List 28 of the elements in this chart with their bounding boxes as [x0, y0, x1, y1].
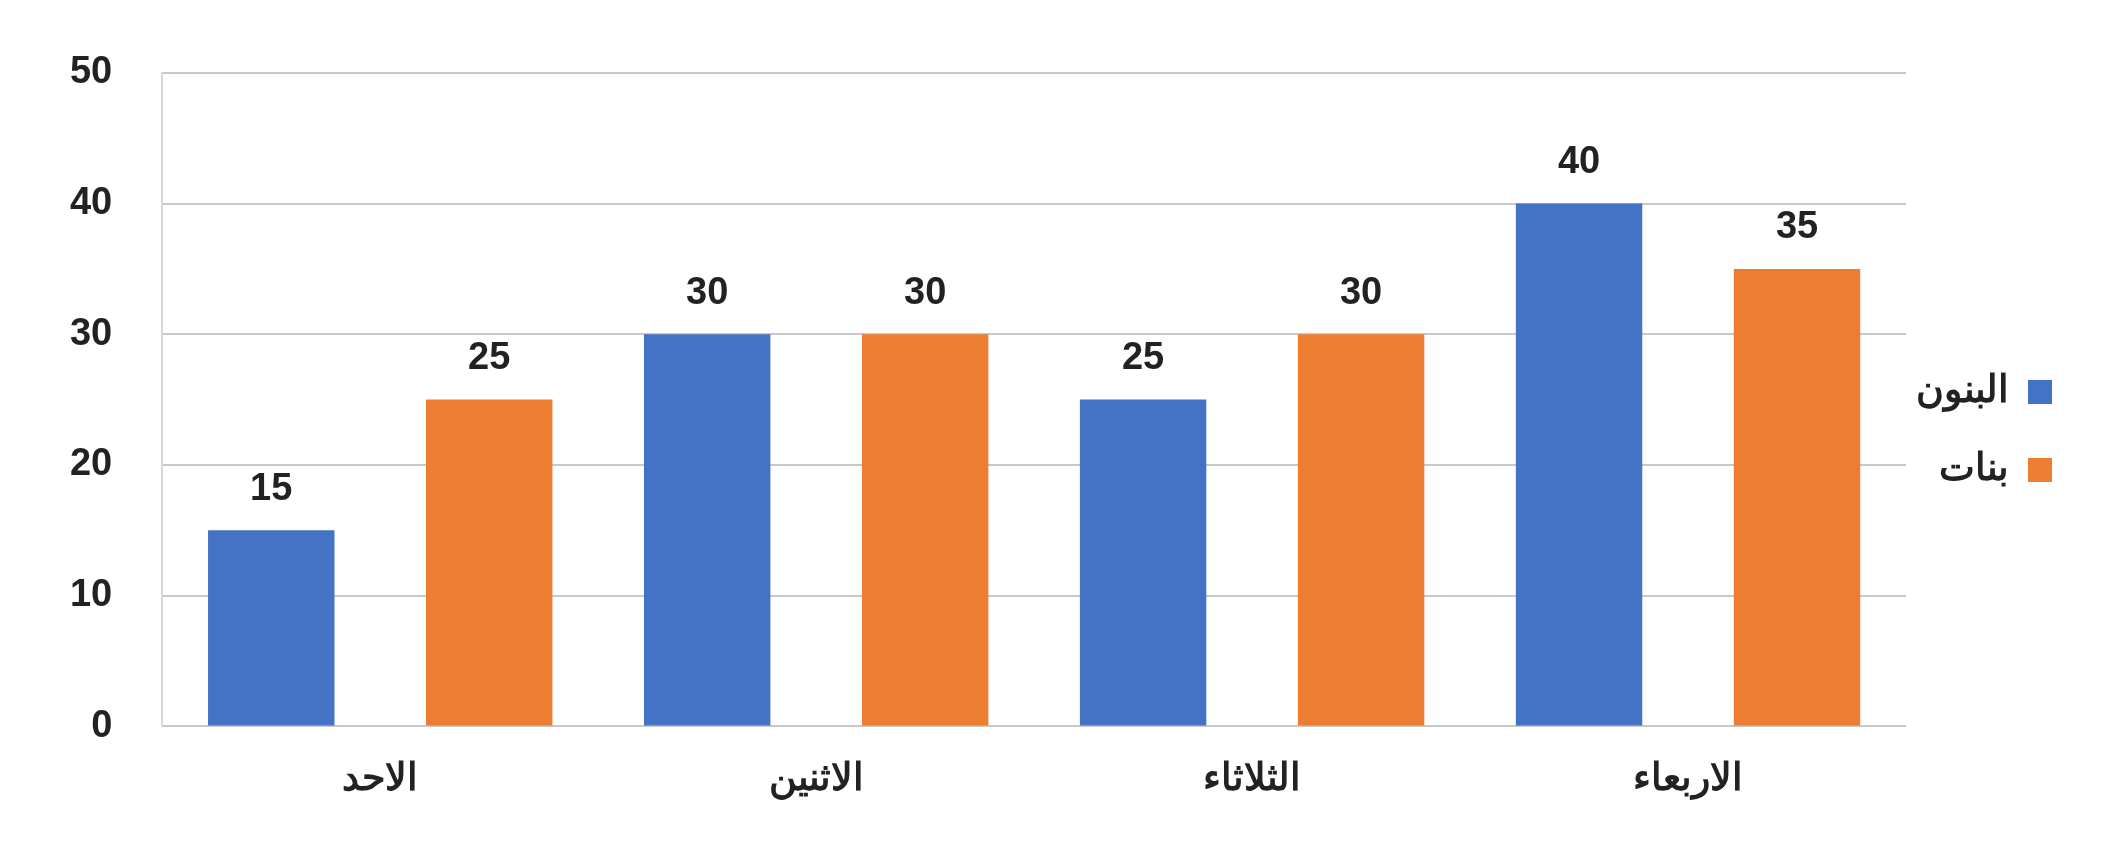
y-tick-label: 30: [69, 310, 113, 353]
y-tick-label: 50: [69, 49, 113, 92]
x-tick-label: الاربعاء: [1633, 755, 1744, 800]
x-tick-label: الاحد: [342, 755, 419, 798]
data-label: 25: [1121, 335, 1165, 378]
bar: [1079, 399, 1207, 726]
x-tick-label: الثلاثاء: [1203, 755, 1302, 798]
data-label: 25: [468, 335, 511, 378]
bar: [643, 334, 771, 726]
bar: [208, 530, 335, 726]
data-label: 30: [686, 269, 729, 312]
legend-label: البنون: [1916, 368, 2009, 413]
bar: [1297, 334, 1425, 726]
y-tick-label: 20: [69, 441, 113, 484]
data-label: 35: [1775, 204, 1819, 247]
data-label: 30: [1339, 269, 1383, 312]
bar: [861, 334, 989, 726]
bar: [1733, 268, 1861, 726]
bar: [426, 399, 553, 726]
data-label: 30: [904, 269, 947, 312]
bar: [1515, 203, 1643, 726]
y-tick-label: 10: [69, 572, 113, 615]
legend-label: بنات: [1939, 446, 2009, 489]
data-label: 40: [1557, 139, 1601, 181]
data-label: 15: [250, 465, 293, 508]
y-tick-label: 0: [91, 702, 113, 745]
x-tick-label: الاثنين: [768, 755, 864, 800]
y-tick-label: 40: [69, 180, 113, 222]
